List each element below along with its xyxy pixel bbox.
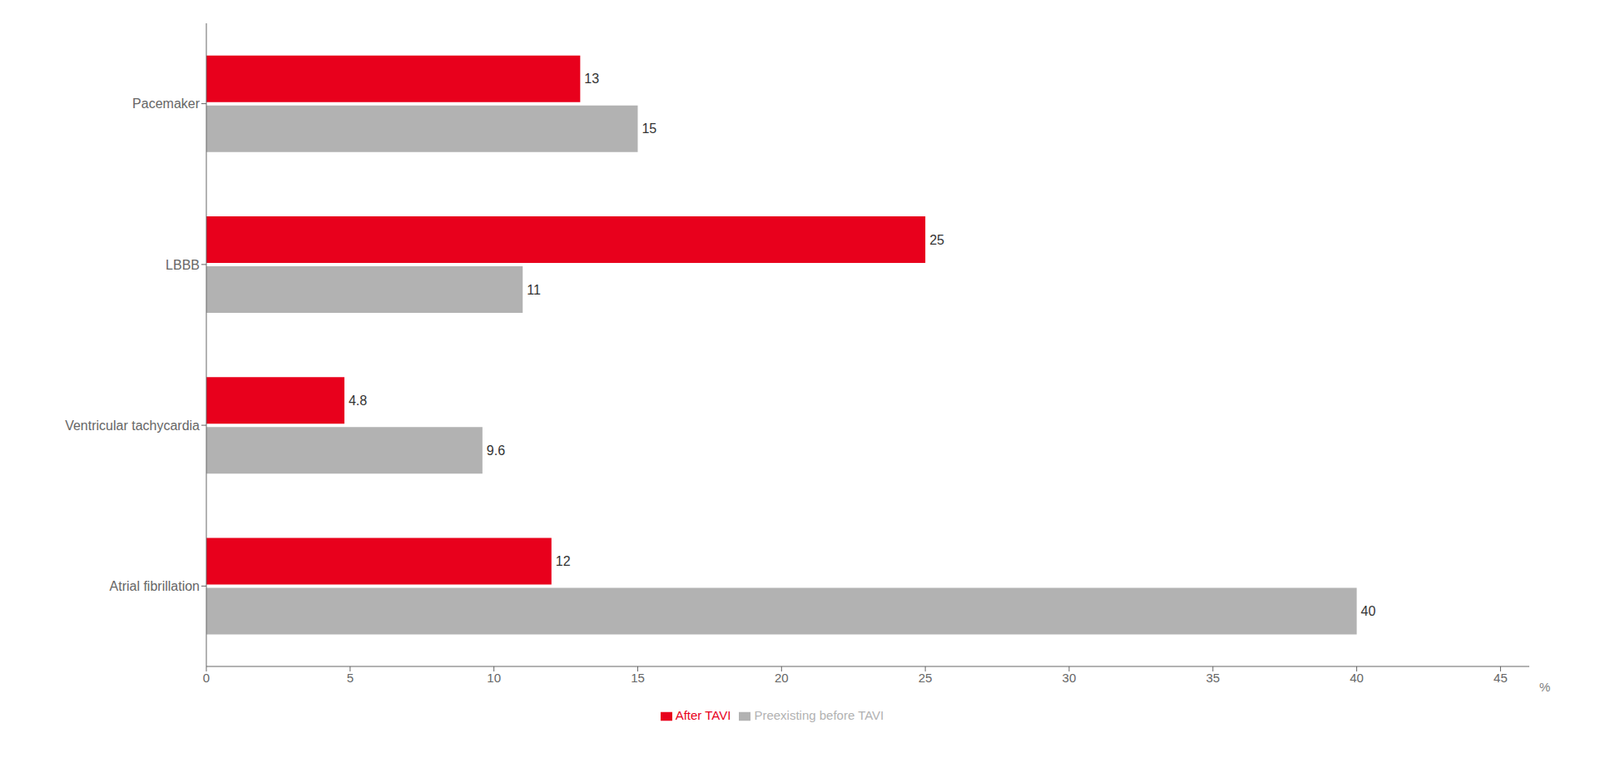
svg-text:25: 25	[918, 670, 933, 685]
svg-text:40: 40	[1361, 604, 1377, 619]
svg-text:4.8: 4.8	[348, 393, 367, 408]
svg-text:45: 45	[1493, 670, 1508, 685]
svg-text:LBBB: LBBB	[165, 257, 200, 273]
svg-text:Atrial fibrillation: Atrial fibrillation	[109, 579, 200, 594]
svg-text:15: 15	[630, 670, 645, 685]
svg-text:Pacemaker: Pacemaker	[132, 96, 201, 111]
svg-text:35: 35	[1205, 670, 1220, 685]
svg-text:30: 30	[1062, 670, 1077, 685]
html-text:After TAVI: After TAVI	[675, 708, 731, 723]
svg-text:40: 40	[1349, 670, 1364, 685]
svg-text:20: 20	[774, 670, 789, 685]
svg-text:5: 5	[346, 670, 354, 685]
svg-text:0: 0	[203, 670, 210, 685]
svg-text:15: 15	[641, 121, 657, 136]
svg-text:10: 10	[486, 670, 501, 685]
svg-text:11: 11	[526, 282, 541, 298]
svg-text:%: %	[1539, 679, 1551, 694]
svg-text:12: 12	[555, 554, 571, 569]
html-text:Preexisting before TAVI: Preexisting before TAVI	[754, 708, 884, 723]
svg-text:13: 13	[584, 71, 600, 86]
svg-text:Ventricular tachycardia: Ventricular tachycardia	[64, 418, 200, 433]
svg-text:9.6: 9.6	[486, 443, 506, 458]
svg-text:25: 25	[929, 232, 945, 248]
